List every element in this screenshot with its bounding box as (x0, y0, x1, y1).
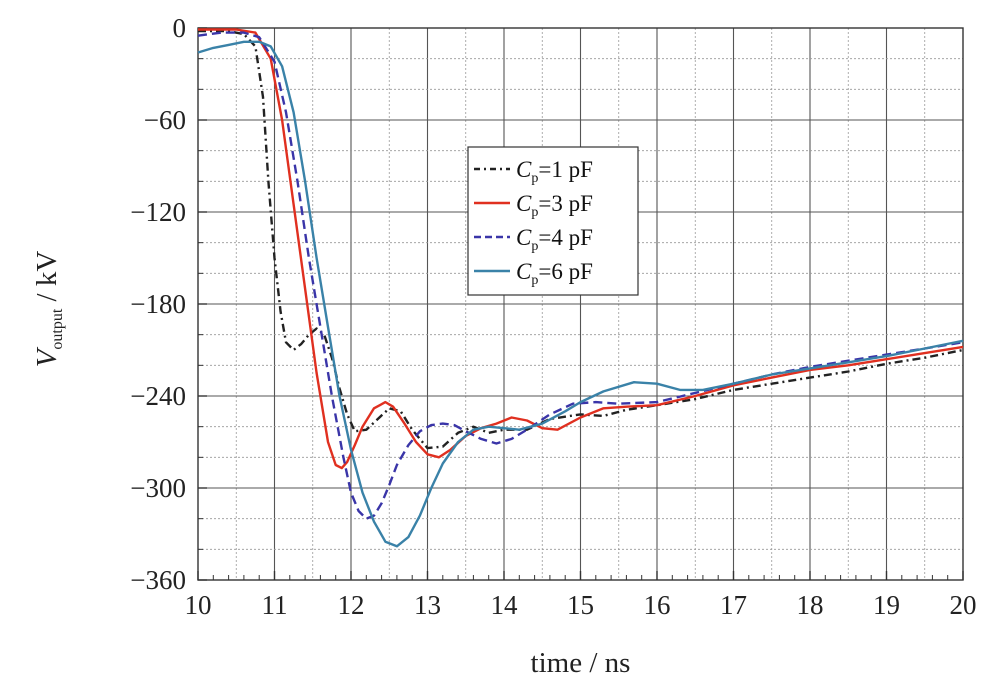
grid (198, 28, 963, 580)
series-line-1 (198, 29, 964, 450)
x-tick-label: 17 (720, 590, 747, 620)
y-tick-label: 0 (173, 13, 187, 43)
legend-label: Cp=1 pF (516, 157, 593, 186)
x-tick-label: 14 (491, 590, 519, 620)
series-line-2 (198, 28, 964, 470)
x-tick-label: 19 (873, 590, 900, 620)
y-tick-label: −60 (144, 105, 186, 135)
y-tick-label: −360 (130, 565, 186, 595)
legend-label: Cp=6 pF (516, 259, 593, 288)
x-tick-label: 12 (338, 590, 365, 620)
y-tick-label: −180 (130, 289, 186, 319)
x-tick-label: 18 (797, 590, 824, 620)
x-tick-label: 10 (185, 590, 212, 620)
y-tick-label: −120 (130, 197, 186, 227)
x-tick-label: 16 (644, 590, 671, 620)
y-axis-label: Voutput / kV (31, 251, 66, 368)
x-tick-label: 15 (567, 590, 594, 620)
y-tick-label: −240 (130, 381, 186, 411)
y-tick-label: −300 (130, 473, 186, 503)
series-lines (197, 28, 964, 548)
y-axis-label-var: V (31, 346, 63, 367)
x-tick-labels: 10 11 12 13 14 15 16 17 18 19 20 (185, 590, 977, 620)
legend-label: Cp=4 pF (516, 225, 593, 254)
legend-label: Cp=3 pF (516, 191, 593, 220)
axis-ticks (197, 27, 964, 581)
x-tick-label: 11 (262, 590, 288, 620)
x-tick-label: 13 (414, 590, 441, 620)
series-line-4 (197, 40, 964, 548)
y-axis-label-sub: output (49, 308, 66, 349)
y-axis-label-unit: / kV (31, 251, 63, 309)
x-tick-label: 20 (950, 590, 977, 620)
x-axis-label: time / ns (531, 647, 631, 679)
y-tick-labels: 0 −60 −120 −180 −240 −300 −360 (130, 13, 186, 595)
legend: Cp=1 pF Cp=3 pF Cp=4 pF Cp=6 pF (467, 146, 639, 296)
